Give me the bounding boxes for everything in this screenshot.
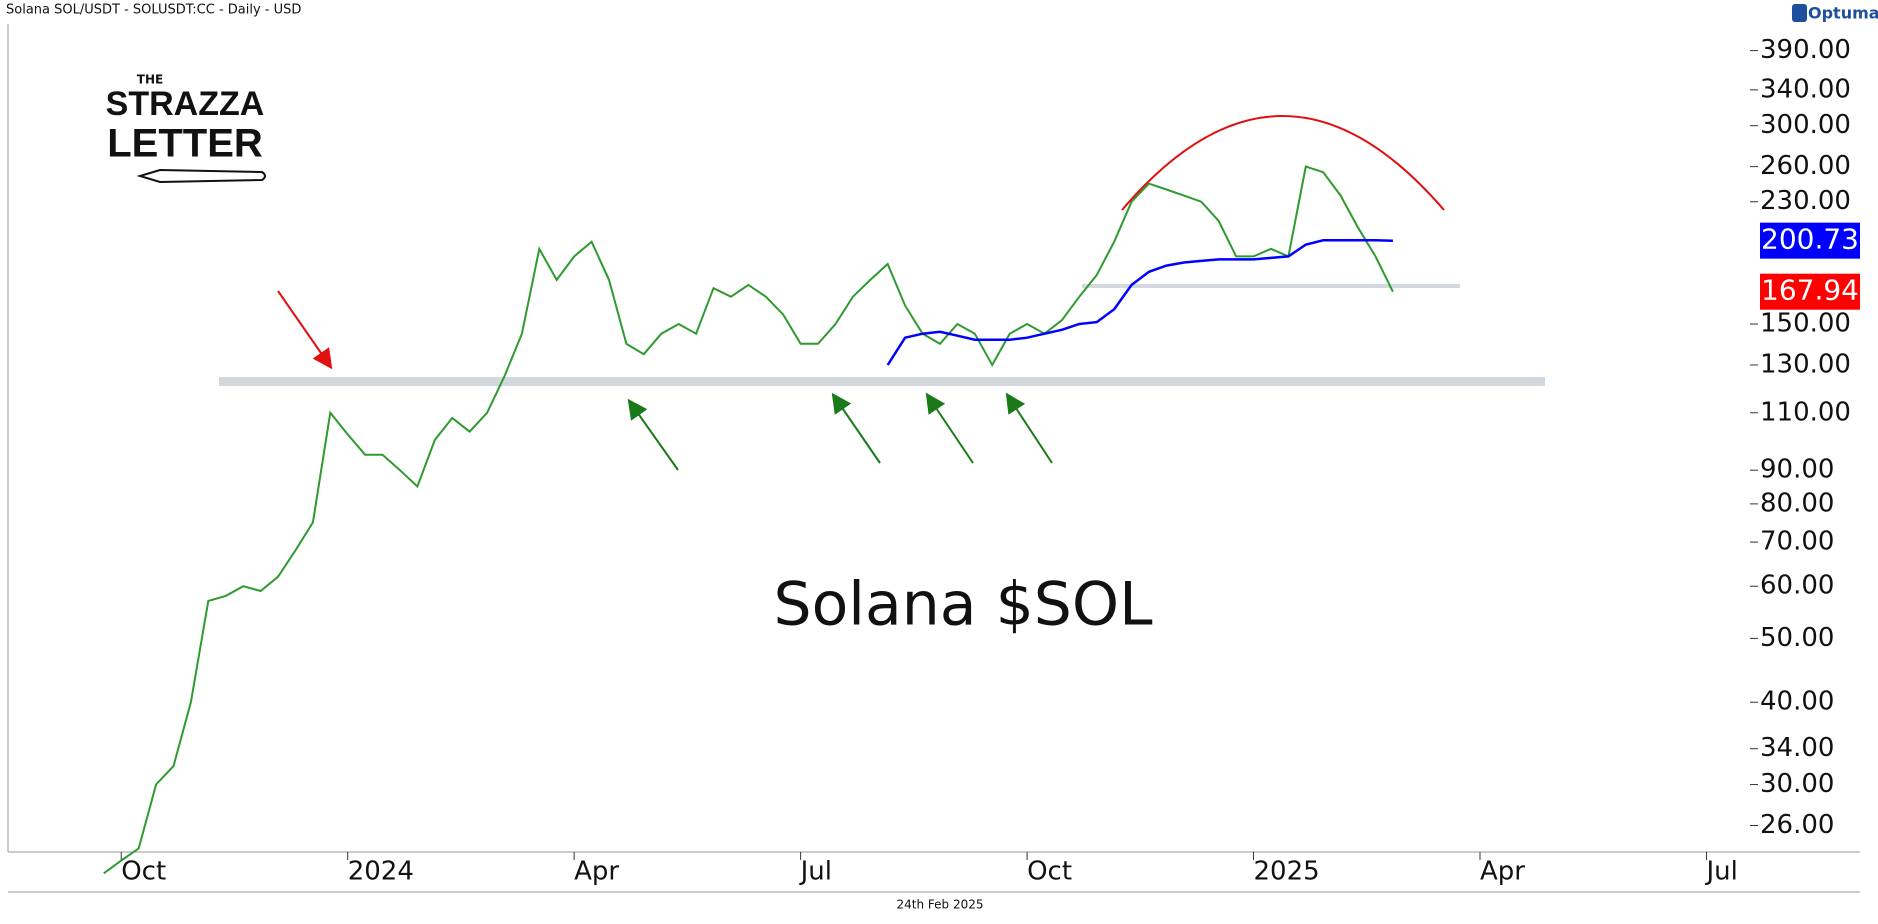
last-value-label: 167.94 [1761, 274, 1859, 307]
y-tick-label: 300.00 [1760, 110, 1851, 140]
y-tick-label: 60.00 [1760, 571, 1834, 601]
logo-middle: STRAZZA [106, 85, 265, 123]
resistance-band [1082, 284, 1460, 288]
y-tick-label: 150.00 [1760, 309, 1851, 339]
price-line [886, 239, 1393, 366]
y-tick-label: 230.00 [1760, 186, 1851, 216]
y-tick-label: 30.00 [1760, 769, 1834, 799]
last-value-box [1760, 273, 1860, 310]
y-tick-label: 70.00 [1760, 527, 1834, 557]
chart-title: Solana SOL/USDT - SOLUSDT:CC - Daily - U… [6, 3, 301, 18]
logo-pen [136, 168, 266, 184]
x-tick-label: Jul [1704, 857, 1737, 887]
x-tick-label: Oct [1027, 857, 1072, 887]
y-tick-label: 390.00 [1760, 35, 1851, 65]
y-tick-label: 40.00 [1760, 687, 1834, 717]
arrow [627, 398, 679, 471]
y-tick-label: 80.00 [1760, 488, 1834, 518]
x-tick-label: 2024 [348, 857, 414, 887]
price-line [103, 165, 1394, 875]
logo-bottom: LETTER [107, 122, 263, 166]
annotation: Solana $SOL [773, 570, 1153, 640]
x-tick-label: 2025 [1254, 857, 1320, 887]
y-tick-label: 50.00 [1760, 623, 1834, 653]
last-value-box [1760, 222, 1860, 259]
y-tick-label: 110.00 [1760, 397, 1851, 427]
x-tick-label: Apr [574, 857, 619, 887]
arrow [925, 392, 974, 464]
y-tick-label: 260.00 [1760, 151, 1851, 181]
y-tick-label: 340.00 [1760, 74, 1851, 104]
last-value-label: 200.73 [1761, 223, 1859, 256]
brand: Optuma [1808, 4, 1878, 23]
footer-date: 24th Feb 2025 [897, 898, 984, 912]
support-band [219, 377, 1545, 386]
logo-top: THE [137, 73, 163, 87]
y-tick-label: 90.00 [1760, 455, 1834, 485]
y-tick-label: 34.00 [1760, 733, 1834, 763]
brand-icon [1792, 4, 1807, 22]
top-arc [1121, 115, 1445, 211]
y-tick-label: 26.00 [1760, 810, 1834, 840]
x-tick-label: Jul [799, 857, 832, 887]
arrow [831, 392, 881, 464]
arrow [277, 290, 333, 370]
x-tick-label: Oct [121, 857, 166, 887]
x-tick-label: Apr [1480, 857, 1525, 887]
y-tick-label: 130.00 [1760, 349, 1851, 379]
arrow [1005, 392, 1053, 464]
